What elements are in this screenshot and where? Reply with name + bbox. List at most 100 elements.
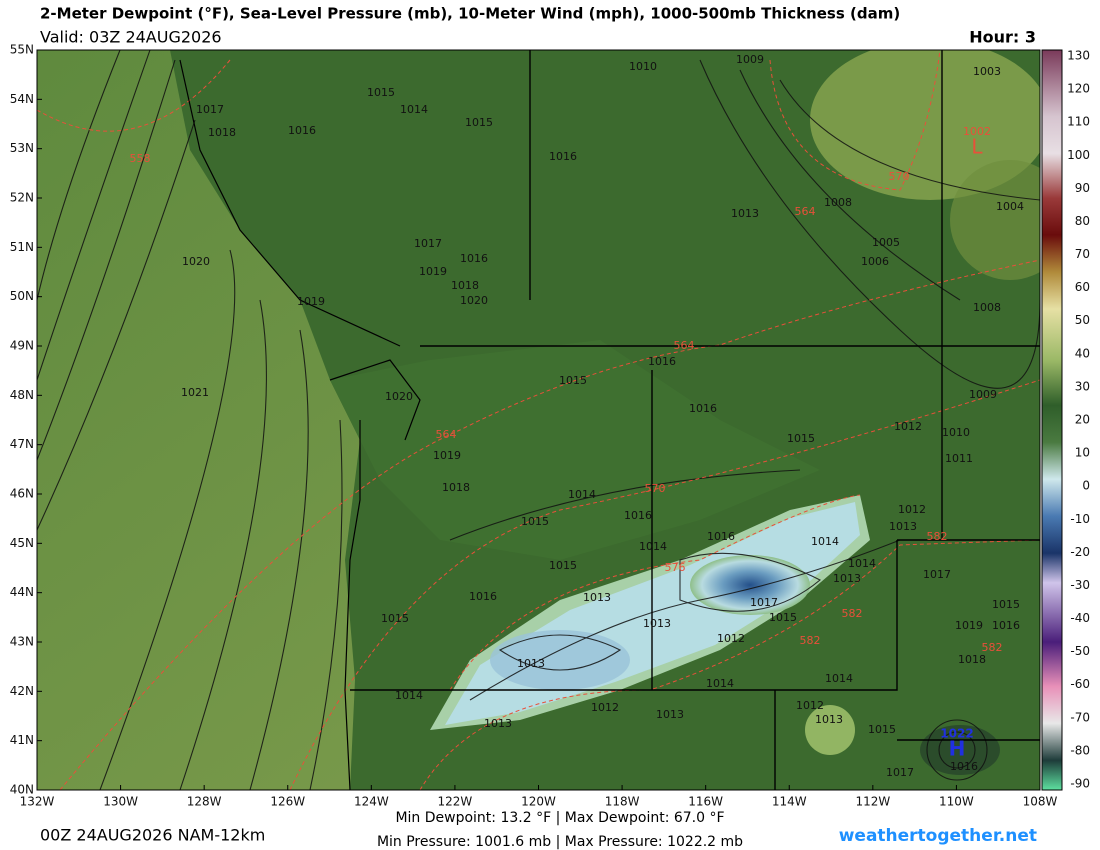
colorbar-label: 0 — [1082, 479, 1090, 493]
latitude-label: 53N — [10, 141, 34, 155]
isobar-label: 1015 — [769, 611, 797, 624]
thickness-label: 558 — [130, 152, 151, 165]
longitude-label: 128W — [187, 795, 222, 809]
colorbar-label: 10 — [1075, 446, 1090, 460]
thickness-label: 582 — [842, 607, 863, 620]
colorbar-label: -70 — [1070, 710, 1090, 724]
thickness-label: 570 — [645, 482, 666, 495]
isobar-label: 1015 — [559, 374, 587, 387]
isobar-label: 1016 — [469, 590, 497, 603]
latitude-label: 46N — [10, 487, 34, 501]
longitude-label: 126W — [270, 795, 305, 809]
isobar-label: 1012 — [898, 503, 926, 516]
colorbar-label: 100 — [1067, 148, 1090, 162]
isobar-label: 1019 — [433, 449, 461, 462]
colorbar-label: -80 — [1070, 743, 1090, 757]
isobar-label: 1009 — [736, 53, 764, 66]
isobar-label: 1016 — [689, 402, 717, 415]
longitude-label: 114W — [772, 795, 807, 809]
isobar-label: 1010 — [942, 426, 970, 439]
title: 2-Meter Dewpoint (°F), Sea-Level Pressur… — [40, 5, 900, 23]
isobar-label: 1013 — [731, 207, 759, 220]
valid-time: Valid: 03Z 24AUG2026 — [40, 28, 222, 47]
colorbar-label: 130 — [1067, 49, 1090, 63]
latitude-label: 42N — [10, 684, 34, 698]
isobar-label: 1012 — [591, 701, 619, 714]
longitude-label: 124W — [354, 795, 389, 809]
isobar-label: 1013 — [643, 617, 671, 630]
isobar-label: 1008 — [824, 196, 852, 209]
latitude-label: 51N — [10, 240, 34, 254]
latitude-label: 45N — [10, 536, 34, 550]
isobar-label: 1011 — [945, 452, 973, 465]
high-pressure-value: 1022 — [940, 727, 973, 741]
colorbar-label: 90 — [1075, 181, 1090, 195]
isobar-label: 1014 — [811, 535, 839, 548]
isobar-label: 1020 — [460, 294, 488, 307]
isobar-label: 1017 — [886, 766, 914, 779]
isobar-label: 1016 — [624, 509, 652, 522]
thickness-label: 582 — [982, 641, 1003, 654]
colorbar-label: 80 — [1075, 214, 1090, 228]
site-credit: weathertogether.net — [839, 826, 1037, 846]
thickness-label: 576 — [665, 561, 686, 574]
latitude-label: 49N — [10, 339, 34, 353]
isobar-label: 1014 — [639, 540, 667, 553]
isobar-label: 1013 — [517, 657, 545, 670]
isobar-label: 1016 — [460, 252, 488, 265]
colorbar-label: -50 — [1070, 644, 1090, 658]
isobar-label: 1010 — [629, 60, 657, 73]
colorbar-label: -20 — [1070, 545, 1090, 559]
isobar-label: 1016 — [992, 619, 1020, 632]
isobar-label: 1014 — [706, 677, 734, 690]
isobar-label: 1018 — [208, 126, 236, 139]
isobar-label: 1015 — [992, 598, 1020, 611]
thickness-label: 582 — [800, 634, 821, 647]
longitude-label: 118W — [605, 795, 640, 809]
isobar-label: 1018 — [451, 279, 479, 292]
isobar-label: 1008 — [973, 301, 1001, 314]
isobar-label: 1015 — [521, 515, 549, 528]
colorbar-label: -30 — [1070, 578, 1090, 592]
isobar-label: 1021 — [181, 386, 209, 399]
thickness-label: 582 — [927, 530, 948, 543]
colorbar-label: 20 — [1075, 413, 1090, 427]
high-center: H — [949, 737, 966, 761]
isobar-label: 1017 — [414, 237, 442, 250]
colorbar-label: 60 — [1075, 280, 1090, 294]
model-run: 00Z 24AUG2026 NAM-12km — [40, 826, 265, 845]
isobar-label: 1020 — [385, 390, 413, 403]
isobar-label: 1020 — [182, 255, 210, 268]
isobar-label: 1017 — [923, 568, 951, 581]
thickness-label: 564 — [795, 205, 816, 218]
isobar-label: 1016 — [707, 530, 735, 543]
isobar-label: 1014 — [825, 672, 853, 685]
colorbar-label: -60 — [1070, 677, 1090, 691]
map-background — [37, 50, 1040, 790]
thickness-label: 570 — [889, 170, 910, 183]
isobar-label: 1015 — [549, 559, 577, 572]
isobar-label: 1014 — [568, 488, 596, 501]
colorbar-label: -10 — [1070, 512, 1090, 526]
isobar-label: 1015 — [381, 612, 409, 625]
forecast-hour: Hour: 3 — [969, 28, 1036, 47]
isobar-label: 1018 — [442, 481, 470, 494]
colorbar-label: -40 — [1070, 611, 1090, 625]
latitude-label: 44N — [10, 585, 34, 599]
longitude-label: 108W — [1023, 795, 1058, 809]
isobar-label: 1005 — [872, 236, 900, 249]
low-pressure-value: 1002 — [963, 125, 991, 138]
isobar-label: 1013 — [833, 572, 861, 585]
isobar-label: 1012 — [717, 632, 745, 645]
isobar-label: 1004 — [996, 200, 1024, 213]
isobar-label: 1015 — [465, 116, 493, 129]
longitude-label: 110W — [939, 795, 974, 809]
longitude-label: 122W — [438, 795, 473, 809]
longitude-label: 130W — [103, 795, 138, 809]
isobar-label: 1013 — [484, 717, 512, 730]
isobar-label: 1017 — [196, 103, 224, 116]
isobar-label: 1009 — [969, 388, 997, 401]
latitude-label: 55N — [10, 43, 34, 57]
latitude-label: 47N — [10, 437, 34, 451]
longitude-label: 132W — [20, 795, 55, 809]
